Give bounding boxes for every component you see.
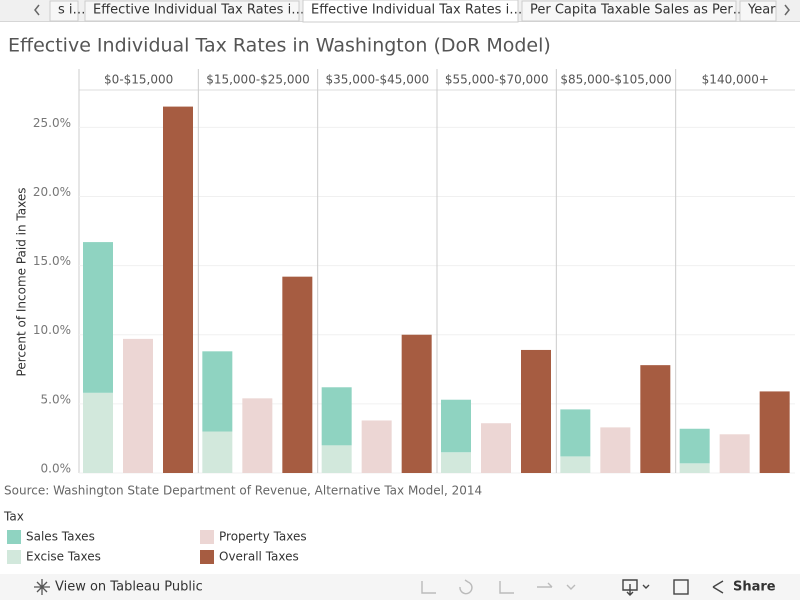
tab-label[interactable]: Per Capita Taxable Sales as Per… [530,3,746,18]
legend-swatch [7,530,21,544]
panel-header: $35,000-$45,000 [326,73,430,87]
source-note: Source: Washington State Department of R… [4,484,482,498]
y-tick-label: 0.0% [41,462,72,476]
tab-label[interactable]: Year [747,3,776,18]
bar [321,387,352,446]
tab-label[interactable]: Effective Individual Tax Rates i… [311,3,522,18]
legend-label: Sales Taxes [26,530,95,544]
bar [481,423,511,473]
panel-header: $140,000+ [702,73,769,87]
bar [441,399,471,453]
bar [759,391,790,473]
refresh[interactable] [537,582,553,588]
bar [441,452,471,473]
tab[interactable] [739,0,777,22]
bar [560,456,591,473]
view-link[interactable]: View on Tableau Public [55,580,203,595]
tableau-icon [34,579,50,595]
tab-prev[interactable] [34,4,40,16]
legend-label: Overall Taxes [219,550,299,564]
share-button[interactable]: Share [733,580,776,595]
legend-swatch [7,550,21,564]
y-tick-label: 10.0% [33,323,71,337]
view-on-tableau[interactable]: View on Tableau Public [34,579,203,595]
bar [560,409,591,457]
y-tick-label: 5.0% [41,392,72,406]
tab-next[interactable] [784,4,790,16]
panel-header: $85,000-$105,000 [560,73,671,87]
tab-label[interactable]: Effective Individual Tax Rates i… [93,3,304,18]
download[interactable] [622,579,638,596]
bar [83,242,113,393]
y-tick-label: 25.0% [33,116,71,130]
bar [679,428,710,464]
bar [401,334,432,473]
chart-title: Effective Individual Tax Rates in Washin… [8,35,551,57]
panel-header: $55,000-$70,000 [445,73,549,87]
bar [282,276,313,473]
legend-title: Tax [3,510,24,524]
legend-swatch [200,530,214,544]
share-icon [712,580,724,594]
bar [242,398,273,473]
bar [719,434,750,473]
bar [600,427,631,473]
tab[interactable] [84,0,300,22]
revert[interactable] [499,581,514,594]
panel-header: $15,000-$25,000 [206,73,310,87]
redo[interactable] [459,579,473,595]
bar [163,106,193,474]
bar [202,431,233,473]
fullscreen[interactable] [673,579,689,595]
download-menu[interactable] [642,584,650,589]
tab-label[interactable]: s i… [58,3,86,18]
legend-label: Property Taxes [219,530,307,544]
legend-label: Excise Taxes [26,550,101,564]
bar [202,351,233,432]
pause[interactable] [566,584,576,590]
y-tick-label: 15.0% [33,254,71,268]
bar [321,445,352,473]
bar [640,365,671,473]
bar [123,338,153,473]
tab[interactable] [521,0,737,22]
legend-swatch [200,550,214,564]
toolbar [0,574,800,600]
panel-header: $0-$15,000 [104,73,173,87]
undo[interactable] [421,581,436,594]
bar [83,392,113,473]
tab[interactable] [302,0,519,23]
bar [361,420,392,473]
y-axis-title: Percent of Income Paid in Taxes [15,188,29,377]
toolbar-actions [622,579,724,596]
bar [521,349,551,473]
y-tick-label: 20.0% [33,185,71,199]
toolbar-icons [421,579,576,595]
bar [679,463,710,473]
tab[interactable] [49,0,79,22]
